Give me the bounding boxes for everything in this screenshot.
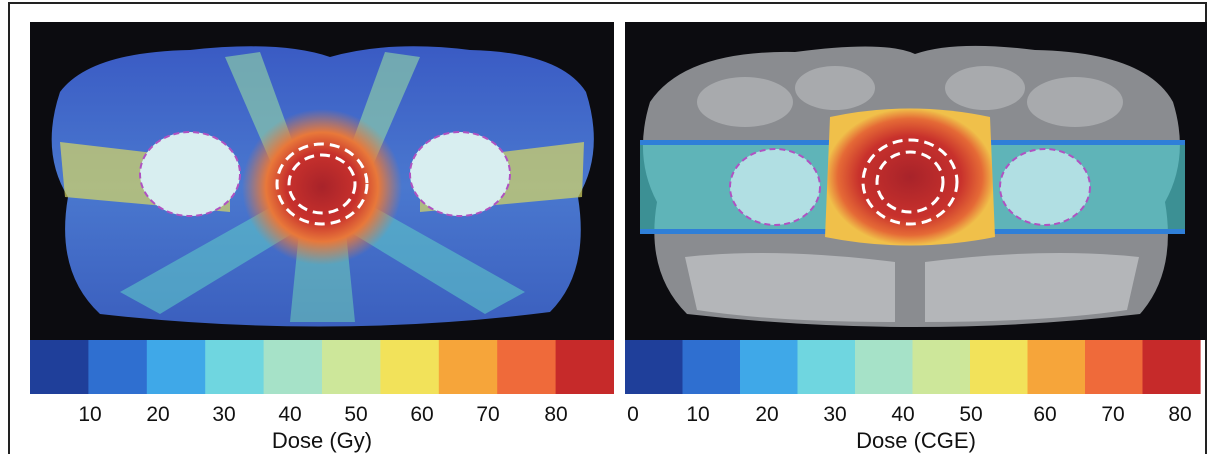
tick-label: 40	[278, 403, 302, 426]
colorbar-segment	[380, 340, 440, 394]
colorbar-segment	[912, 340, 971, 394]
colorbar-segment	[263, 340, 323, 394]
tick-label: 10	[78, 403, 102, 426]
photon-dose-image	[30, 22, 614, 340]
colorbar-segment	[625, 340, 684, 394]
proton-dose-axis-label: Dose (CGE)	[856, 428, 976, 453]
tick-label: 0	[627, 403, 639, 426]
colorbar-segment	[797, 340, 856, 394]
proton-dose-image	[625, 22, 1207, 340]
photon-dose-ticks: 10 20 30 40 50 60 70 80	[30, 403, 614, 433]
colorbar-segment	[855, 340, 914, 394]
tick-label: 20	[755, 403, 779, 426]
colorbar-segment	[1085, 340, 1144, 394]
tick-label: 10	[686, 403, 710, 426]
colorbar-segment	[322, 340, 381, 394]
tick-label: 30	[823, 403, 847, 426]
colorbar-segment	[1027, 340, 1086, 394]
tick-label: 80	[1168, 403, 1192, 426]
proton-dose-colorbar	[625, 340, 1201, 394]
proton-dose-ticks: 0 10 20 30 40 50 60 70 80	[625, 403, 1207, 433]
tick-label: 80	[544, 403, 568, 426]
colorbar-segment	[205, 340, 265, 394]
tick-label: 50	[959, 403, 983, 426]
colorbar-segment	[497, 340, 557, 394]
tick-label: 70	[1101, 403, 1125, 426]
photon-dose-colorbar	[30, 340, 614, 394]
colorbar-segment	[555, 340, 614, 394]
colorbar-segment	[682, 340, 741, 394]
tick-label: 60	[1033, 403, 1057, 426]
tick-label: 20	[146, 403, 170, 426]
tick-label: 40	[891, 403, 915, 426]
colorbar-segment	[88, 340, 148, 394]
colorbar-segment	[146, 340, 206, 394]
colorbar-segment	[970, 340, 1029, 394]
colorbar-segment	[438, 340, 498, 394]
tick-label: 70	[476, 403, 500, 426]
colorbar-segment	[1142, 340, 1201, 394]
colorbar-segment	[740, 340, 799, 394]
colorbar-segment	[30, 340, 89, 394]
tick-label: 60	[410, 403, 434, 426]
photon-dose-axis-label: Dose (Gy)	[271, 428, 373, 453]
tick-label: 50	[344, 403, 368, 426]
tick-label: 30	[212, 403, 236, 426]
